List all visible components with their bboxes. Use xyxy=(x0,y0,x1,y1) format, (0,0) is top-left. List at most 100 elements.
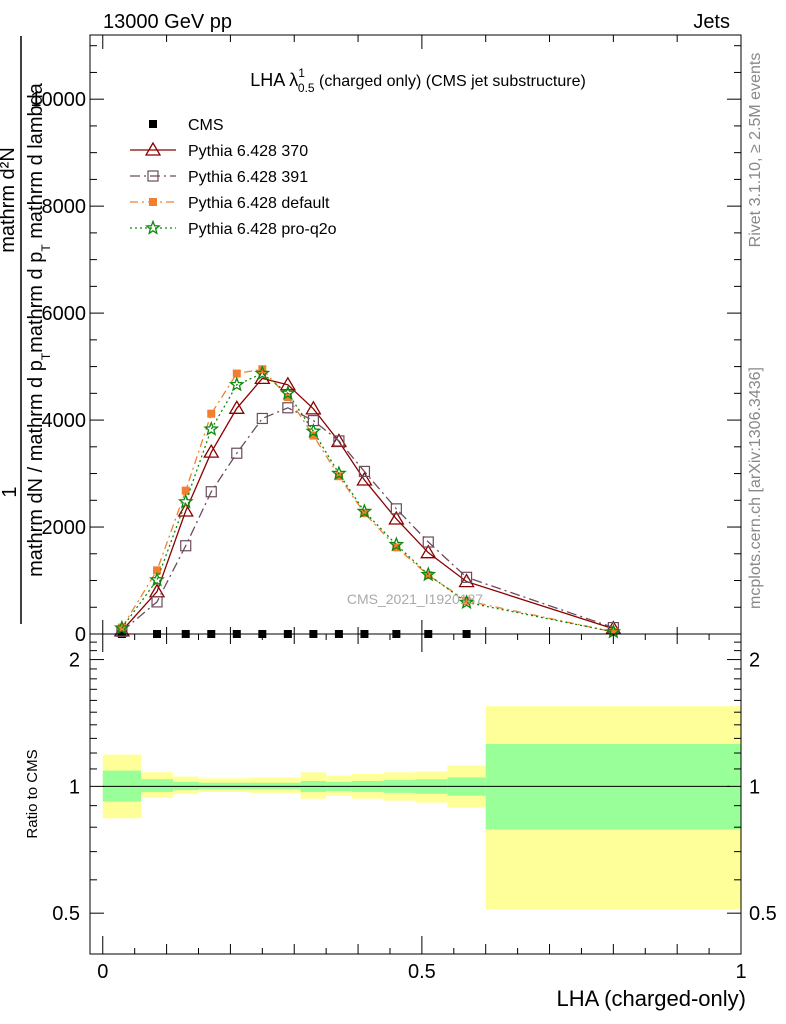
data-point xyxy=(279,384,296,401)
data-point xyxy=(205,486,217,498)
data-point xyxy=(358,465,371,478)
legend: CMS Pythia 6.428 370 Pythia 6.428 391 Pythi… xyxy=(130,117,337,238)
y-label-denominator-part2: mathrm d p xyxy=(25,252,47,353)
x-tick-label: 1 xyxy=(735,961,746,983)
y-axis-label: 1 mathrm d²N mathrm dN / mathrm d pTmath… xyxy=(0,36,53,624)
data-point xyxy=(424,571,433,580)
y-label-denominator-sub2: T xyxy=(39,244,53,252)
header-left: 13000 GeV pp xyxy=(103,11,232,33)
y-tick-label: 6000 xyxy=(42,303,87,325)
data-point xyxy=(149,571,165,587)
data-point xyxy=(388,536,405,552)
series-line xyxy=(121,372,614,633)
data-point xyxy=(279,376,296,391)
legend-marker xyxy=(149,120,157,128)
y-label-one: 1 xyxy=(0,486,21,497)
data-point xyxy=(254,365,271,381)
data-point xyxy=(333,435,345,447)
data-point xyxy=(256,412,268,425)
data-point xyxy=(458,594,475,610)
legend-label: Pythia 6.428 391 xyxy=(188,169,308,186)
legend-label: Pythia 6.428 pro-q2o xyxy=(188,221,337,238)
series-4 xyxy=(113,365,622,639)
data-point xyxy=(231,447,243,459)
series-line xyxy=(121,368,614,633)
legend-label: CMS xyxy=(188,117,224,134)
data-point xyxy=(356,503,373,519)
legend-label: Pythia 6.428 370 xyxy=(188,143,308,160)
plot-title-suffix: (charged only) (CMS jet substructure) xyxy=(315,73,586,90)
data-point xyxy=(356,471,373,486)
data-point xyxy=(203,443,220,458)
data-point xyxy=(309,431,318,440)
data-point xyxy=(422,536,434,548)
data-point xyxy=(113,619,130,635)
legend-marker xyxy=(145,219,161,235)
main-panel: 0 2000 4000 6000 8000 10000 xyxy=(30,35,742,646)
plot-title: LHA λ1 0.5 (charged only) (CMS jet substr… xyxy=(250,66,586,95)
ratio-y-tick-label-left: 1 xyxy=(69,776,80,798)
uncertainty-band-inner xyxy=(141,779,173,792)
mcplots-label: mcplots.cern.ch [arXiv:1306.3436] xyxy=(747,367,764,609)
ratio-y-tick-label-left: 0.5 xyxy=(52,903,80,925)
ratio-y-tick-label-right: 2 xyxy=(749,650,760,672)
data-point xyxy=(177,502,194,517)
legend-marker xyxy=(147,170,159,182)
plot-title-sup: 1 xyxy=(298,66,305,80)
y-tick-label: 0 xyxy=(75,624,86,646)
y-tick-label: 2000 xyxy=(42,517,87,539)
data-point xyxy=(460,571,473,583)
data-point xyxy=(181,486,190,495)
legend-marker xyxy=(144,141,162,156)
data-point xyxy=(177,493,194,509)
watermark: CMS_2021_I1920187 xyxy=(347,591,483,607)
data-point xyxy=(462,596,471,605)
y-tick-label: 4000 xyxy=(42,410,87,432)
data-point xyxy=(232,369,241,378)
y-label-denominator-part3: mathrm d lambda xyxy=(25,82,47,244)
legend-label: Pythia 6.428 default xyxy=(188,195,330,212)
data-point xyxy=(609,627,618,636)
data-point xyxy=(305,423,322,439)
data-point xyxy=(151,596,163,608)
data-point xyxy=(282,402,294,414)
data-point xyxy=(360,509,369,518)
data-point xyxy=(228,400,245,414)
y-tick-label: 10000 xyxy=(30,89,86,111)
data-point xyxy=(388,510,405,525)
data-point xyxy=(420,544,437,559)
plot-title-sub: 0.5 xyxy=(298,81,315,95)
x-tick-label: 0.5 xyxy=(408,961,436,983)
data-point xyxy=(458,573,475,588)
ratio-y-tick-label-left: 2 xyxy=(69,650,80,672)
data-point xyxy=(180,540,192,552)
y-tick-label: 8000 xyxy=(42,196,87,218)
data-point xyxy=(203,420,220,436)
data-point xyxy=(420,566,437,582)
data-point xyxy=(207,409,216,418)
plot-title-prefix: LHA λ xyxy=(250,70,298,90)
ratio-y-label: Ratio to CMS xyxy=(24,749,41,838)
y-label-numerator: mathrm d²N xyxy=(0,147,19,253)
legend-marker xyxy=(149,198,157,206)
y-label-denominator-sub: T xyxy=(39,352,53,360)
x-axis-label: LHA (charged-only) xyxy=(556,986,746,1011)
data-point xyxy=(390,503,402,515)
series-2 xyxy=(116,402,619,637)
data-point xyxy=(228,376,245,392)
y-label-denominator: mathrm dN / mathrm d pTmathrm d pT mathr… xyxy=(25,82,53,577)
data-point xyxy=(258,365,267,374)
ratio-frame xyxy=(89,633,742,955)
ratio-panel: 0.5 0.5 1 1 2 2 0 0.5 1 xyxy=(52,634,777,983)
header-right: Jets xyxy=(693,11,730,33)
ratio-y-tick-label-right: 0.5 xyxy=(749,903,777,925)
y-label-denominator-part1: mathrm dN / mathrm d p xyxy=(25,360,47,577)
ratio-y-tick-label-right: 1 xyxy=(749,776,760,798)
x-tick-label: 0 xyxy=(97,961,108,983)
data-point xyxy=(330,465,347,481)
rivet-label: Rivet 3.1.10, ≥ 2.5M events xyxy=(747,53,764,248)
data-point xyxy=(153,566,162,575)
data-point xyxy=(305,400,322,415)
data-point xyxy=(283,393,292,402)
